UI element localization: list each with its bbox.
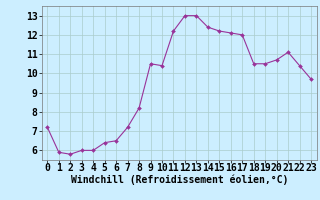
X-axis label: Windchill (Refroidissement éolien,°C): Windchill (Refroidissement éolien,°C) bbox=[70, 174, 288, 185]
